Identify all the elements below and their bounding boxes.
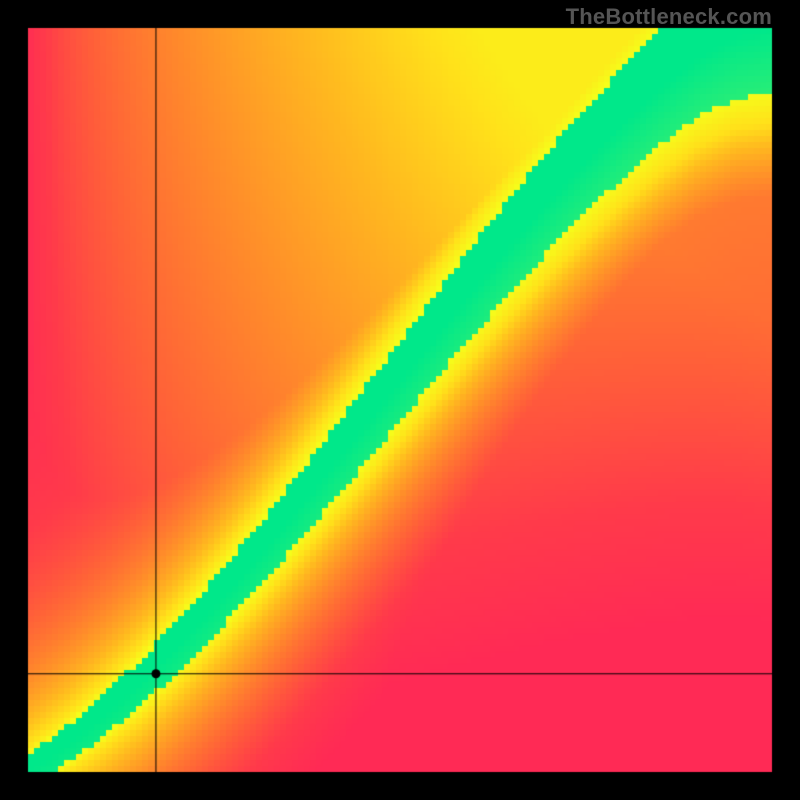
- bottleneck-heatmap: [0, 0, 800, 800]
- watermark-text: TheBottleneck.com: [566, 4, 772, 30]
- chart-container: TheBottleneck.com: [0, 0, 800, 800]
